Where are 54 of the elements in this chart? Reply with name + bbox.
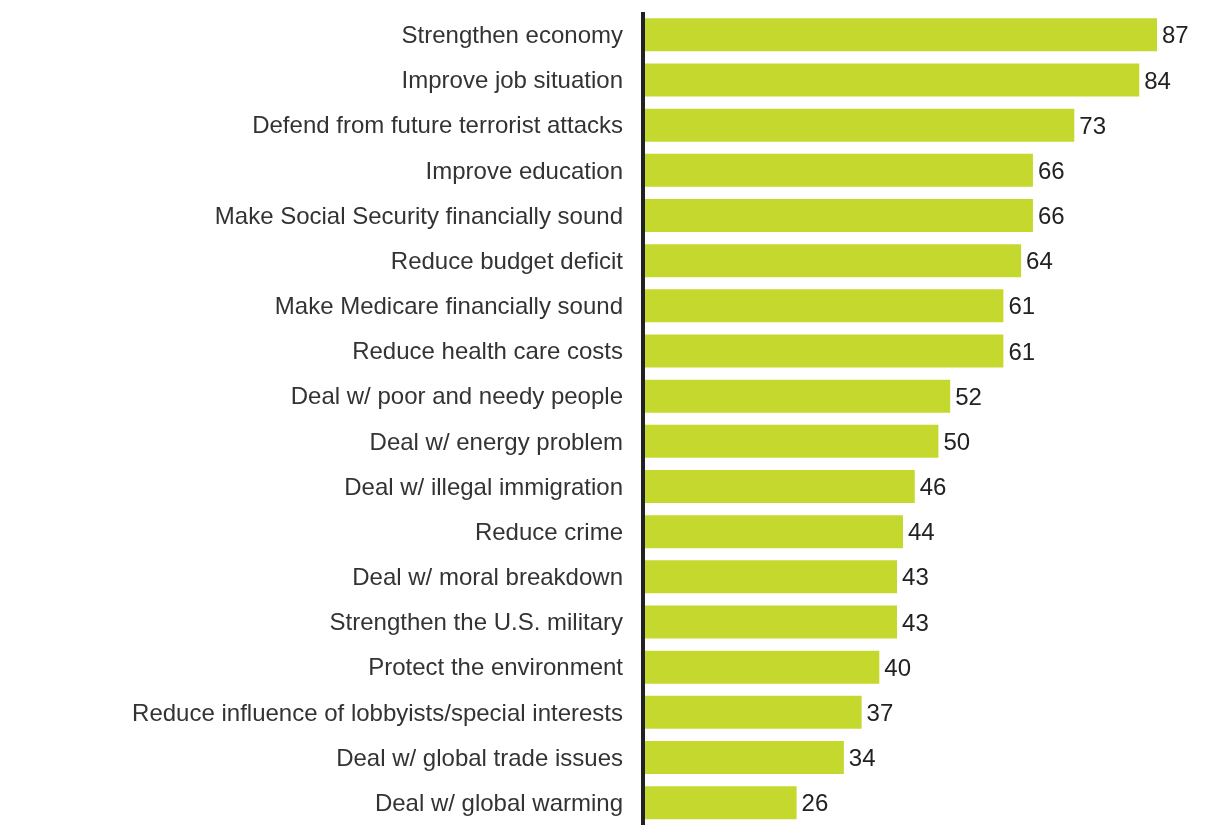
y-tick-label: Reduce influence of lobbyists/special interests	[132, 698, 623, 726]
data-label: 40	[884, 653, 912, 681]
data-label: 73	[1079, 111, 1106, 139]
bar	[643, 515, 903, 549]
data-label: 61	[1008, 337, 1036, 365]
data-label: 64	[1026, 247, 1053, 275]
bar	[643, 244, 1022, 278]
data-label: 44	[907, 518, 935, 546]
data-label: 34	[848, 744, 876, 772]
y-tick-label: Make Medicare financially sound	[274, 292, 623, 320]
bar	[643, 379, 951, 413]
bar	[643, 424, 939, 458]
y-tick-label: Strengthen the U.S. military	[329, 608, 623, 636]
data-label: 50	[943, 427, 971, 455]
bar	[643, 289, 1004, 323]
bar	[643, 605, 898, 639]
y-tick-label: Reduce crime	[474, 517, 623, 545]
y-tick-label: Deal w/ moral breakdown	[352, 563, 623, 591]
y-tick-label: Improve education	[425, 156, 623, 184]
bar	[643, 695, 862, 729]
y-tick-label: Deal w/ illegal immigration	[344, 472, 623, 500]
bar	[643, 740, 844, 774]
y-tick-label: Deal w/ global warming	[374, 788, 623, 816]
bar	[643, 198, 1033, 232]
data-label: 26	[801, 789, 829, 817]
data-label: 61	[1008, 292, 1036, 320]
bar	[643, 469, 915, 503]
y-tick-label: Defend from future terrorist attacks	[252, 111, 623, 139]
bar	[643, 18, 1157, 52]
y-tick-label: Improve job situation	[401, 66, 623, 94]
bar	[643, 334, 1004, 368]
bar	[643, 63, 1140, 97]
data-label: 87	[1162, 21, 1189, 49]
y-tick-label: Deal w/ global trade issues	[336, 743, 623, 771]
data-label: 37	[866, 698, 894, 726]
data-label: 66	[1037, 156, 1065, 184]
y-tick-label: Make Social Security financially sound	[214, 201, 623, 229]
y-tick-label: Deal w/ energy problem	[369, 427, 623, 455]
bar	[643, 560, 898, 594]
y-tick-label: Strengthen economy	[401, 21, 623, 49]
bar	[643, 153, 1033, 187]
data-label: 84	[1144, 66, 1171, 94]
bar	[643, 108, 1075, 142]
data-label: 66	[1037, 202, 1065, 230]
y-tick-label: Deal w/ poor and needy people	[290, 382, 623, 410]
y-tick-label: Reduce health care costs	[352, 337, 623, 365]
data-label: 52	[955, 382, 982, 410]
data-label: 43	[902, 563, 929, 591]
y-tick-label: Protect the environment	[368, 653, 624, 681]
y-tick-label: Reduce budget deficit	[390, 246, 624, 274]
bar	[643, 786, 797, 820]
data-label: 46	[919, 473, 947, 501]
data-label: 43	[902, 608, 929, 636]
bar	[643, 650, 880, 684]
